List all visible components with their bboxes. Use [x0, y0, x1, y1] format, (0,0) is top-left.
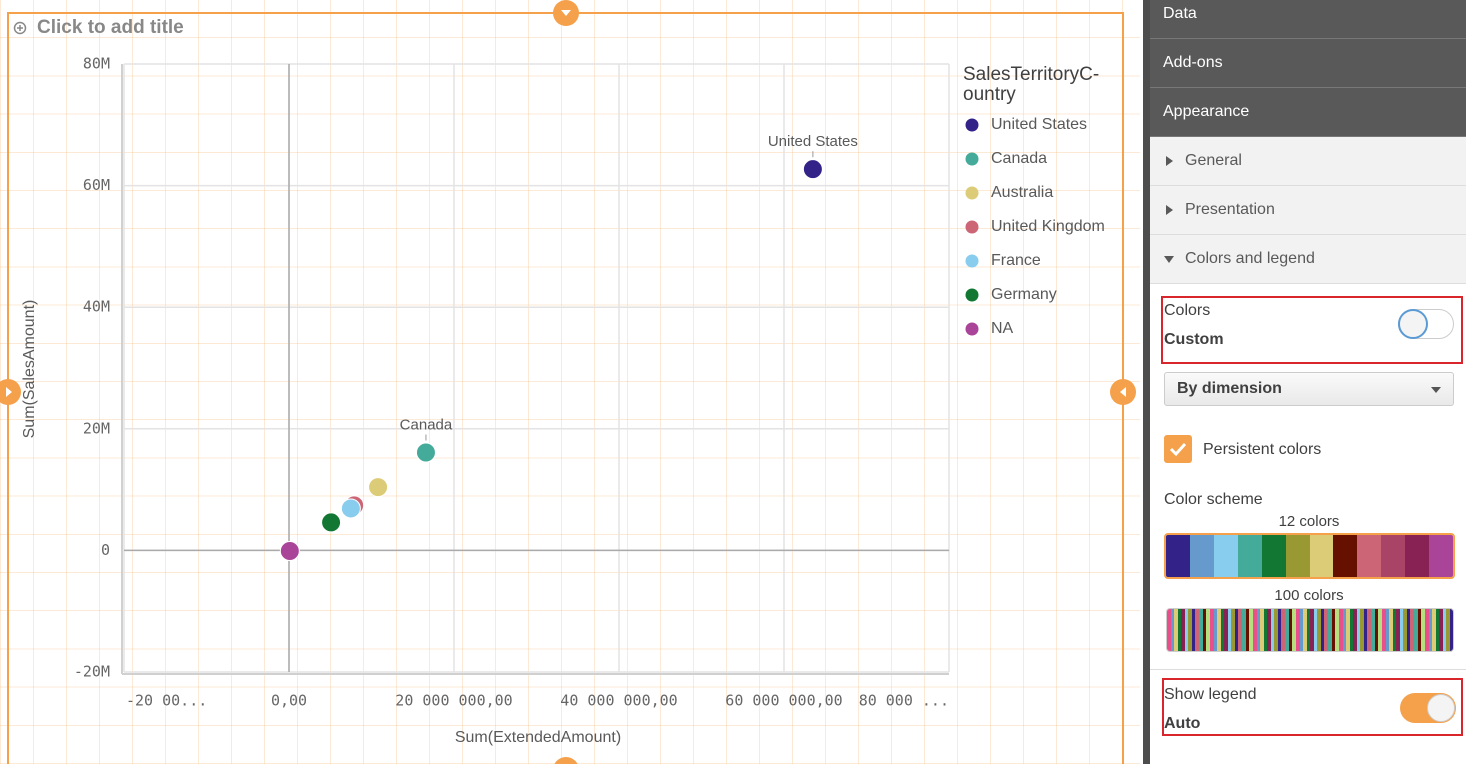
subsection[interactable]: Colors and legend — [1150, 235, 1466, 284]
legend-label: NA — [991, 320, 1014, 337]
y-tick-label: 60M — [83, 176, 110, 194]
label: Colors — [1164, 302, 1211, 319]
legend-title: ountry — [963, 84, 1016, 105]
handle[interactable] — [553, 757, 579, 764]
scheme-label: 100 colors — [1274, 587, 1344, 604]
subsection[interactable]: Presentation — [1150, 186, 1466, 235]
data-label: United States — [768, 133, 858, 150]
value: Custom — [1164, 331, 1224, 348]
scheme-label: 12 colors — [1278, 513, 1340, 530]
handle[interactable] — [0, 379, 21, 405]
dropdown[interactable]: By dimension — [1164, 372, 1454, 406]
legend-label: Germany — [991, 286, 1057, 303]
point — [340, 498, 361, 519]
chart: Click to add title Sum(ExtendedAmount) S… — [0, 0, 1136, 764]
highlight-box — [1161, 296, 1463, 364]
y-tick-label: 80M — [83, 55, 110, 73]
x-tick-label: 40 000 000,00 — [560, 692, 677, 710]
y-tick-label: 0 — [101, 541, 110, 559]
legend-label: United States — [991, 116, 1087, 133]
x-tick-label: -20 00... — [126, 692, 207, 710]
subsection[interactable]: General — [1150, 137, 1466, 186]
y-tick-label: 40M — [83, 298, 110, 316]
section-header[interactable]: Add-ons — [1150, 39, 1466, 88]
legend-swatch — [965, 254, 979, 268]
legend-swatch — [965, 186, 979, 200]
legend-swatch — [965, 220, 979, 234]
value: Auto — [1164, 715, 1201, 732]
y-tick-label: -20M — [74, 663, 110, 681]
y-tick-label: 20M — [83, 419, 110, 437]
label: Color scheme — [1164, 491, 1263, 508]
toggle[interactable] — [1398, 309, 1454, 339]
label: Show legend — [1164, 686, 1257, 703]
legend-label: Australia — [991, 184, 1053, 201]
subsection-label: Presentation — [1185, 201, 1275, 218]
dropdown-value: By dimension — [1177, 380, 1282, 397]
legend-label: Canada — [991, 150, 1047, 167]
legend-label: United Kingdom — [991, 218, 1105, 235]
legend-label: France — [991, 252, 1041, 269]
x-tick-label: 60 000 000,00 — [725, 692, 842, 710]
add-icon[interactable] — [13, 21, 27, 35]
section-header[interactable]: Data — [1150, 0, 1466, 39]
legend-swatch — [965, 288, 979, 302]
point — [802, 159, 823, 180]
x-tick-label: 0,00 — [271, 692, 307, 710]
legend-swatch — [965, 118, 979, 132]
legend-swatch — [965, 152, 979, 166]
section-header[interactable]: Appearance — [1150, 88, 1466, 137]
point — [415, 442, 436, 463]
x-tick-label: 20 000 000,00 — [395, 692, 512, 710]
point — [368, 477, 389, 498]
data-label: Canada — [400, 416, 453, 433]
subsection-label: General — [1185, 152, 1242, 169]
color-scheme-100[interactable] — [1166, 608, 1454, 652]
handle[interactable] — [553, 0, 579, 26]
selection-frame — [7, 12, 1124, 764]
legend-title: SalesTerritoryC- — [963, 64, 1099, 85]
legend-swatch — [965, 322, 979, 336]
y-axis-title: Sum(SalesAmount) — [21, 300, 38, 439]
checkbox[interactable] — [1164, 435, 1192, 463]
x-tick-label: 80 000 ... — [859, 692, 949, 710]
properties-panel: Data Add-ons Appearance General Presenta… — [1150, 0, 1466, 764]
chart-title[interactable]: Click to add title — [37, 17, 184, 38]
checkbox-label: Persistent colors — [1203, 441, 1322, 458]
divider — [1143, 0, 1150, 764]
point — [279, 541, 300, 562]
add-icon-plus — [17, 25, 23, 31]
point — [321, 512, 342, 533]
highlight-box — [1162, 678, 1463, 736]
color-scheme-12[interactable] — [1164, 533, 1455, 579]
subsection-label: Colors and legend — [1185, 250, 1315, 267]
handle[interactable] — [1110, 379, 1136, 405]
edit-grid — [0, 0, 1140, 764]
toggle[interactable] — [1400, 693, 1456, 723]
x-axis-title: Sum(ExtendedAmount) — [455, 729, 621, 746]
